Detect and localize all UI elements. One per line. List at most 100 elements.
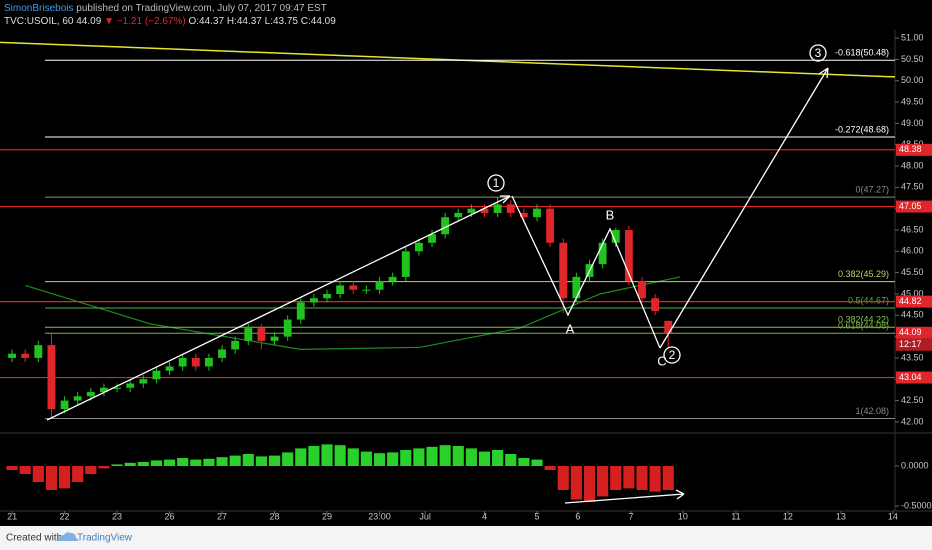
- candle-body: [414, 242, 423, 252]
- candle-body: [375, 281, 384, 290]
- ohlc: O:44.37 H:44.37 L:43.75 C:44.09: [188, 16, 336, 27]
- oscillator-bar: [439, 445, 451, 466]
- y-tick-label: 47.50: [901, 182, 924, 192]
- y-tick-label: 48.00: [901, 160, 924, 170]
- oscillator-bar: [163, 459, 176, 466]
- footer-bar: [0, 526, 932, 550]
- candle-body: [651, 298, 660, 312]
- x-tick-label: 10: [678, 511, 688, 521]
- y-tick-label: 44.50: [901, 310, 924, 320]
- level-tag-label: 47.05: [899, 201, 922, 211]
- price: 44.09: [76, 16, 101, 27]
- header-line-2: TVC:USOIL, 60 44.09 ▼ −1.21 (−2.67%) O:4…: [4, 16, 336, 27]
- candle-body: [493, 204, 502, 213]
- oscillator-bar: [45, 466, 58, 490]
- candle-body: [126, 383, 135, 388]
- candle-body: [165, 366, 174, 371]
- candle-body: [34, 345, 43, 358]
- oscillator-bar: [334, 445, 346, 466]
- x-tick-label: 28: [270, 511, 280, 521]
- header-line-1: SimonBrisebois published on TradingView.…: [4, 3, 327, 14]
- candle-body: [664, 320, 673, 333]
- candle-body: [152, 370, 161, 380]
- oscillator-bar: [321, 444, 333, 466]
- oscillator-bar: [649, 466, 661, 492]
- candle-body: [8, 353, 17, 358]
- y-tick-label: 49.50: [901, 96, 924, 106]
- wave-label: 3: [815, 46, 822, 60]
- y-tick-label: 50.00: [901, 75, 924, 85]
- oscillator-bar: [150, 460, 163, 466]
- level-tag: [896, 295, 932, 308]
- oscillator-bar: [111, 464, 123, 466]
- candle-body: [624, 230, 633, 282]
- wave-3-arrow: [659, 67, 829, 349]
- oscillator-bar: [347, 448, 359, 466]
- candle-body: [283, 319, 292, 337]
- candle-body: [139, 379, 148, 384]
- candle-body: [257, 328, 266, 341]
- fib-label: 0.382(44.22): [838, 315, 889, 325]
- oscillator-bar: [426, 446, 438, 466]
- x-tick-label: 13: [836, 511, 846, 521]
- trendline: [0, 41, 896, 78]
- oscillator-bar: [531, 459, 543, 466]
- candle-body: [86, 392, 95, 397]
- candle-body: [21, 353, 30, 358]
- candle-body: [454, 212, 463, 218]
- candle-body: [323, 293, 331, 299]
- oscillator-bar: [373, 453, 386, 466]
- footer-created: Created with: [6, 533, 62, 544]
- fib-label: 0.5(44.67): [848, 295, 889, 305]
- candle-body: [572, 276, 581, 299]
- fib-label: 0(47.27): [855, 185, 889, 195]
- author: SimonBrisebois: [4, 3, 73, 14]
- x-tick-label: Jul: [419, 511, 431, 521]
- last-time-tag: [896, 338, 932, 351]
- y-tick-label: 51.00: [901, 32, 924, 42]
- candle-body: [99, 387, 108, 393]
- oscillator-bar: [557, 466, 569, 490]
- y-tick-label: 46.50: [901, 224, 924, 234]
- candle-body: [388, 276, 397, 282]
- x-tick-label: 6: [575, 511, 580, 521]
- oscillator-bar: [124, 462, 136, 466]
- arrow-head: [500, 195, 511, 204]
- oscillator-bar: [98, 466, 110, 469]
- change: ▼ −1.21 (−2.67%): [104, 16, 186, 27]
- level-tag: [896, 143, 932, 156]
- oscillator-bar: [544, 466, 556, 470]
- last-price-tag: [896, 326, 932, 339]
- wave-1-line: [46, 195, 511, 421]
- oscillator-bar: [505, 454, 517, 466]
- candle-body: [336, 285, 345, 294]
- level-tag-label: 44.82: [899, 296, 922, 306]
- y-tick-label: 45.50: [901, 267, 924, 277]
- wave-label: C: [657, 353, 666, 368]
- oscillator-bar: [32, 466, 44, 482]
- oscillator-bar: [583, 466, 596, 502]
- oscillator-bar: [413, 448, 425, 466]
- oscillator-bar: [400, 450, 412, 466]
- oscillator-bar: [216, 457, 228, 466]
- fib-label: -0.272(48.68): [835, 124, 889, 134]
- oscillator-bar: [662, 466, 674, 490]
- candle-body: [506, 204, 515, 213]
- candle-body: [204, 357, 213, 367]
- candle-body: [178, 357, 187, 367]
- footer-brand: TradingView: [77, 533, 133, 544]
- oscillator-bar: [137, 462, 149, 466]
- oscillator-bar: [387, 452, 399, 466]
- oscillator-bar: [255, 456, 267, 466]
- level-tag: [896, 371, 932, 384]
- candle-body: [401, 251, 410, 277]
- candle-body: [60, 400, 69, 410]
- oscillator-bar: [623, 466, 635, 489]
- candle-body: [480, 208, 489, 213]
- x-tick-label: 27: [217, 511, 227, 521]
- candle-body: [559, 242, 568, 299]
- candle-body: [270, 336, 279, 341]
- y-tick-label: 42.50: [901, 395, 924, 405]
- candle-body: [309, 298, 318, 303]
